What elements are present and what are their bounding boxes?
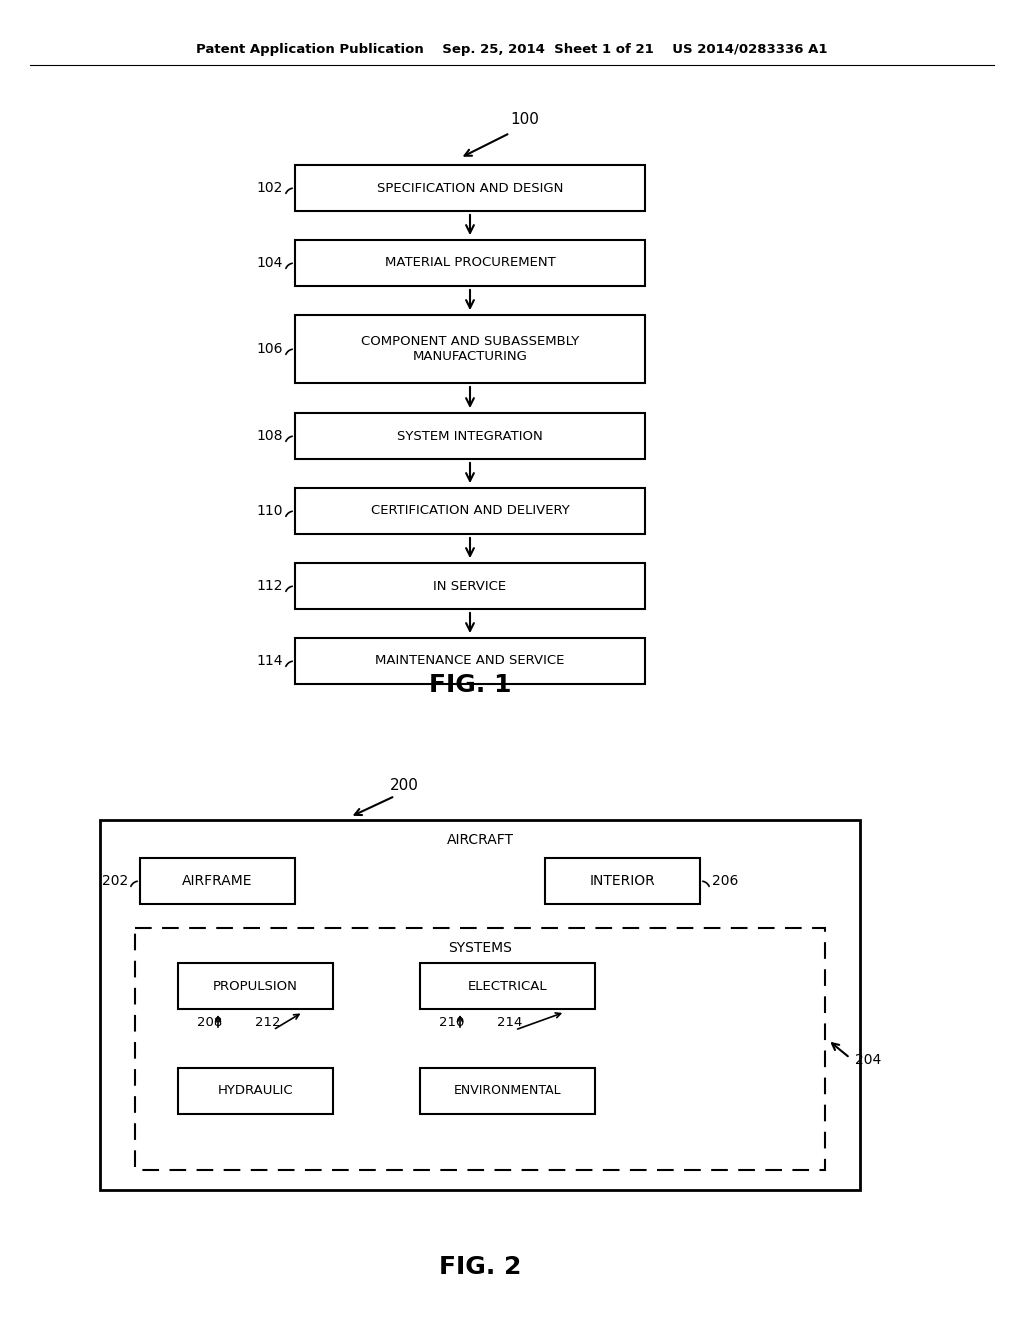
Text: 106: 106 [256, 342, 283, 356]
Text: 206: 206 [712, 874, 738, 888]
Text: 114: 114 [256, 653, 283, 668]
Text: 200: 200 [390, 777, 419, 792]
Text: PROPULSION: PROPULSION [213, 979, 298, 993]
Text: FIG. 1: FIG. 1 [429, 673, 511, 697]
FancyBboxPatch shape [295, 638, 645, 684]
Text: HYDRAULIC: HYDRAULIC [218, 1085, 293, 1097]
FancyBboxPatch shape [135, 928, 825, 1170]
Text: IN SERVICE: IN SERVICE [433, 579, 507, 593]
FancyBboxPatch shape [295, 315, 645, 383]
FancyBboxPatch shape [100, 820, 860, 1191]
FancyBboxPatch shape [420, 964, 595, 1008]
Text: ELECTRICAL: ELECTRICAL [468, 979, 547, 993]
Text: FIG. 2: FIG. 2 [439, 1255, 521, 1279]
Text: 100: 100 [510, 112, 539, 128]
FancyBboxPatch shape [178, 1068, 333, 1114]
FancyBboxPatch shape [178, 964, 333, 1008]
Text: AIRFRAME: AIRFRAME [182, 874, 253, 888]
Text: 104: 104 [257, 256, 283, 271]
FancyBboxPatch shape [295, 488, 645, 535]
Text: ENVIRONMENTAL: ENVIRONMENTAL [454, 1085, 561, 1097]
Text: SYSTEM INTEGRATION: SYSTEM INTEGRATION [397, 429, 543, 442]
Text: SPECIFICATION AND DESIGN: SPECIFICATION AND DESIGN [377, 181, 563, 194]
Text: 208: 208 [198, 1015, 222, 1028]
Text: MAINTENANCE AND SERVICE: MAINTENANCE AND SERVICE [376, 655, 564, 668]
Text: 110: 110 [256, 504, 283, 517]
Text: SYSTEMS: SYSTEMS [449, 941, 512, 954]
Text: Patent Application Publication    Sep. 25, 2014  Sheet 1 of 21    US 2014/028333: Patent Application Publication Sep. 25, … [197, 44, 827, 57]
Text: COMPONENT AND SUBASSEMBLY
MANUFACTURING: COMPONENT AND SUBASSEMBLY MANUFACTURING [360, 335, 580, 363]
FancyBboxPatch shape [295, 165, 645, 211]
Text: INTERIOR: INTERIOR [590, 874, 655, 888]
FancyBboxPatch shape [420, 1068, 595, 1114]
Text: 202: 202 [101, 874, 128, 888]
Text: AIRCRAFT: AIRCRAFT [446, 833, 513, 847]
FancyBboxPatch shape [545, 858, 700, 904]
FancyBboxPatch shape [295, 413, 645, 459]
Text: 204: 204 [855, 1053, 882, 1067]
Text: 214: 214 [498, 1015, 522, 1028]
FancyBboxPatch shape [295, 564, 645, 609]
Text: CERTIFICATION AND DELIVERY: CERTIFICATION AND DELIVERY [371, 504, 569, 517]
FancyBboxPatch shape [295, 240, 645, 286]
Text: 212: 212 [255, 1015, 281, 1028]
Text: 112: 112 [256, 579, 283, 593]
Text: 108: 108 [256, 429, 283, 444]
Text: 210: 210 [439, 1015, 465, 1028]
Text: MATERIAL PROCUREMENT: MATERIAL PROCUREMENT [385, 256, 555, 269]
FancyBboxPatch shape [140, 858, 295, 904]
Text: 102: 102 [257, 181, 283, 195]
